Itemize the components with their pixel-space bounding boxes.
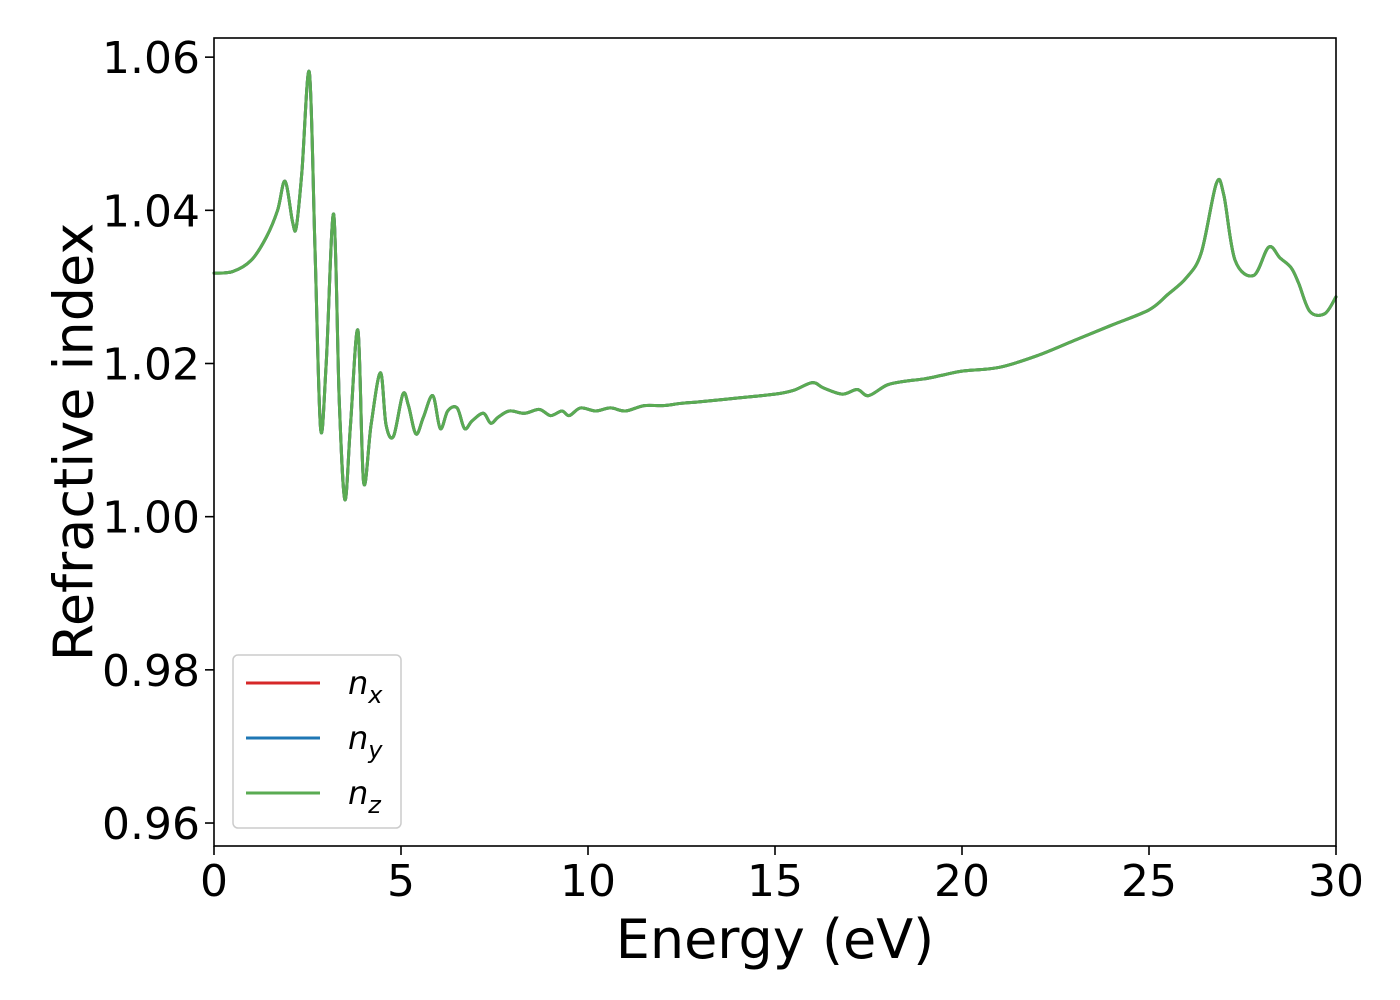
legend-label-x: nx xyxy=(348,664,383,709)
x-tick-label: 25 xyxy=(1121,856,1177,907)
x-tick-label: 10 xyxy=(560,856,616,907)
legend: nx ny nz xyxy=(232,654,402,829)
y-tick-label: 0.96 xyxy=(102,799,200,850)
x-tick-label: 20 xyxy=(934,856,990,907)
y-axis-label: Refractive index xyxy=(43,223,106,662)
x-axis-label: Energy (eV) xyxy=(616,908,935,971)
x-tick-label: 15 xyxy=(747,856,803,907)
x-tick-label: 5 xyxy=(387,856,415,907)
legend-box xyxy=(232,654,402,829)
y-tick-label: 1.00 xyxy=(102,493,200,544)
x-tick-label: 30 xyxy=(1308,856,1364,907)
y-axis-ticks: 0.96 0.98 1.00 1.02 1.04 1.06 xyxy=(102,33,214,850)
legend-label-y: ny xyxy=(348,719,383,764)
series-line-n-z xyxy=(212,69,1338,502)
y-tick-label: 1.04 xyxy=(102,186,200,237)
legend-label-z: nz xyxy=(348,774,382,819)
y-tick-label: 0.98 xyxy=(102,646,200,697)
x-tick-label: 0 xyxy=(200,856,228,907)
x-axis-ticks: 0 5 10 15 20 25 30 xyxy=(200,846,1364,907)
series-layer xyxy=(212,69,1338,502)
y-tick-label: 1.02 xyxy=(102,339,200,390)
y-tick-label: 1.06 xyxy=(102,33,200,84)
